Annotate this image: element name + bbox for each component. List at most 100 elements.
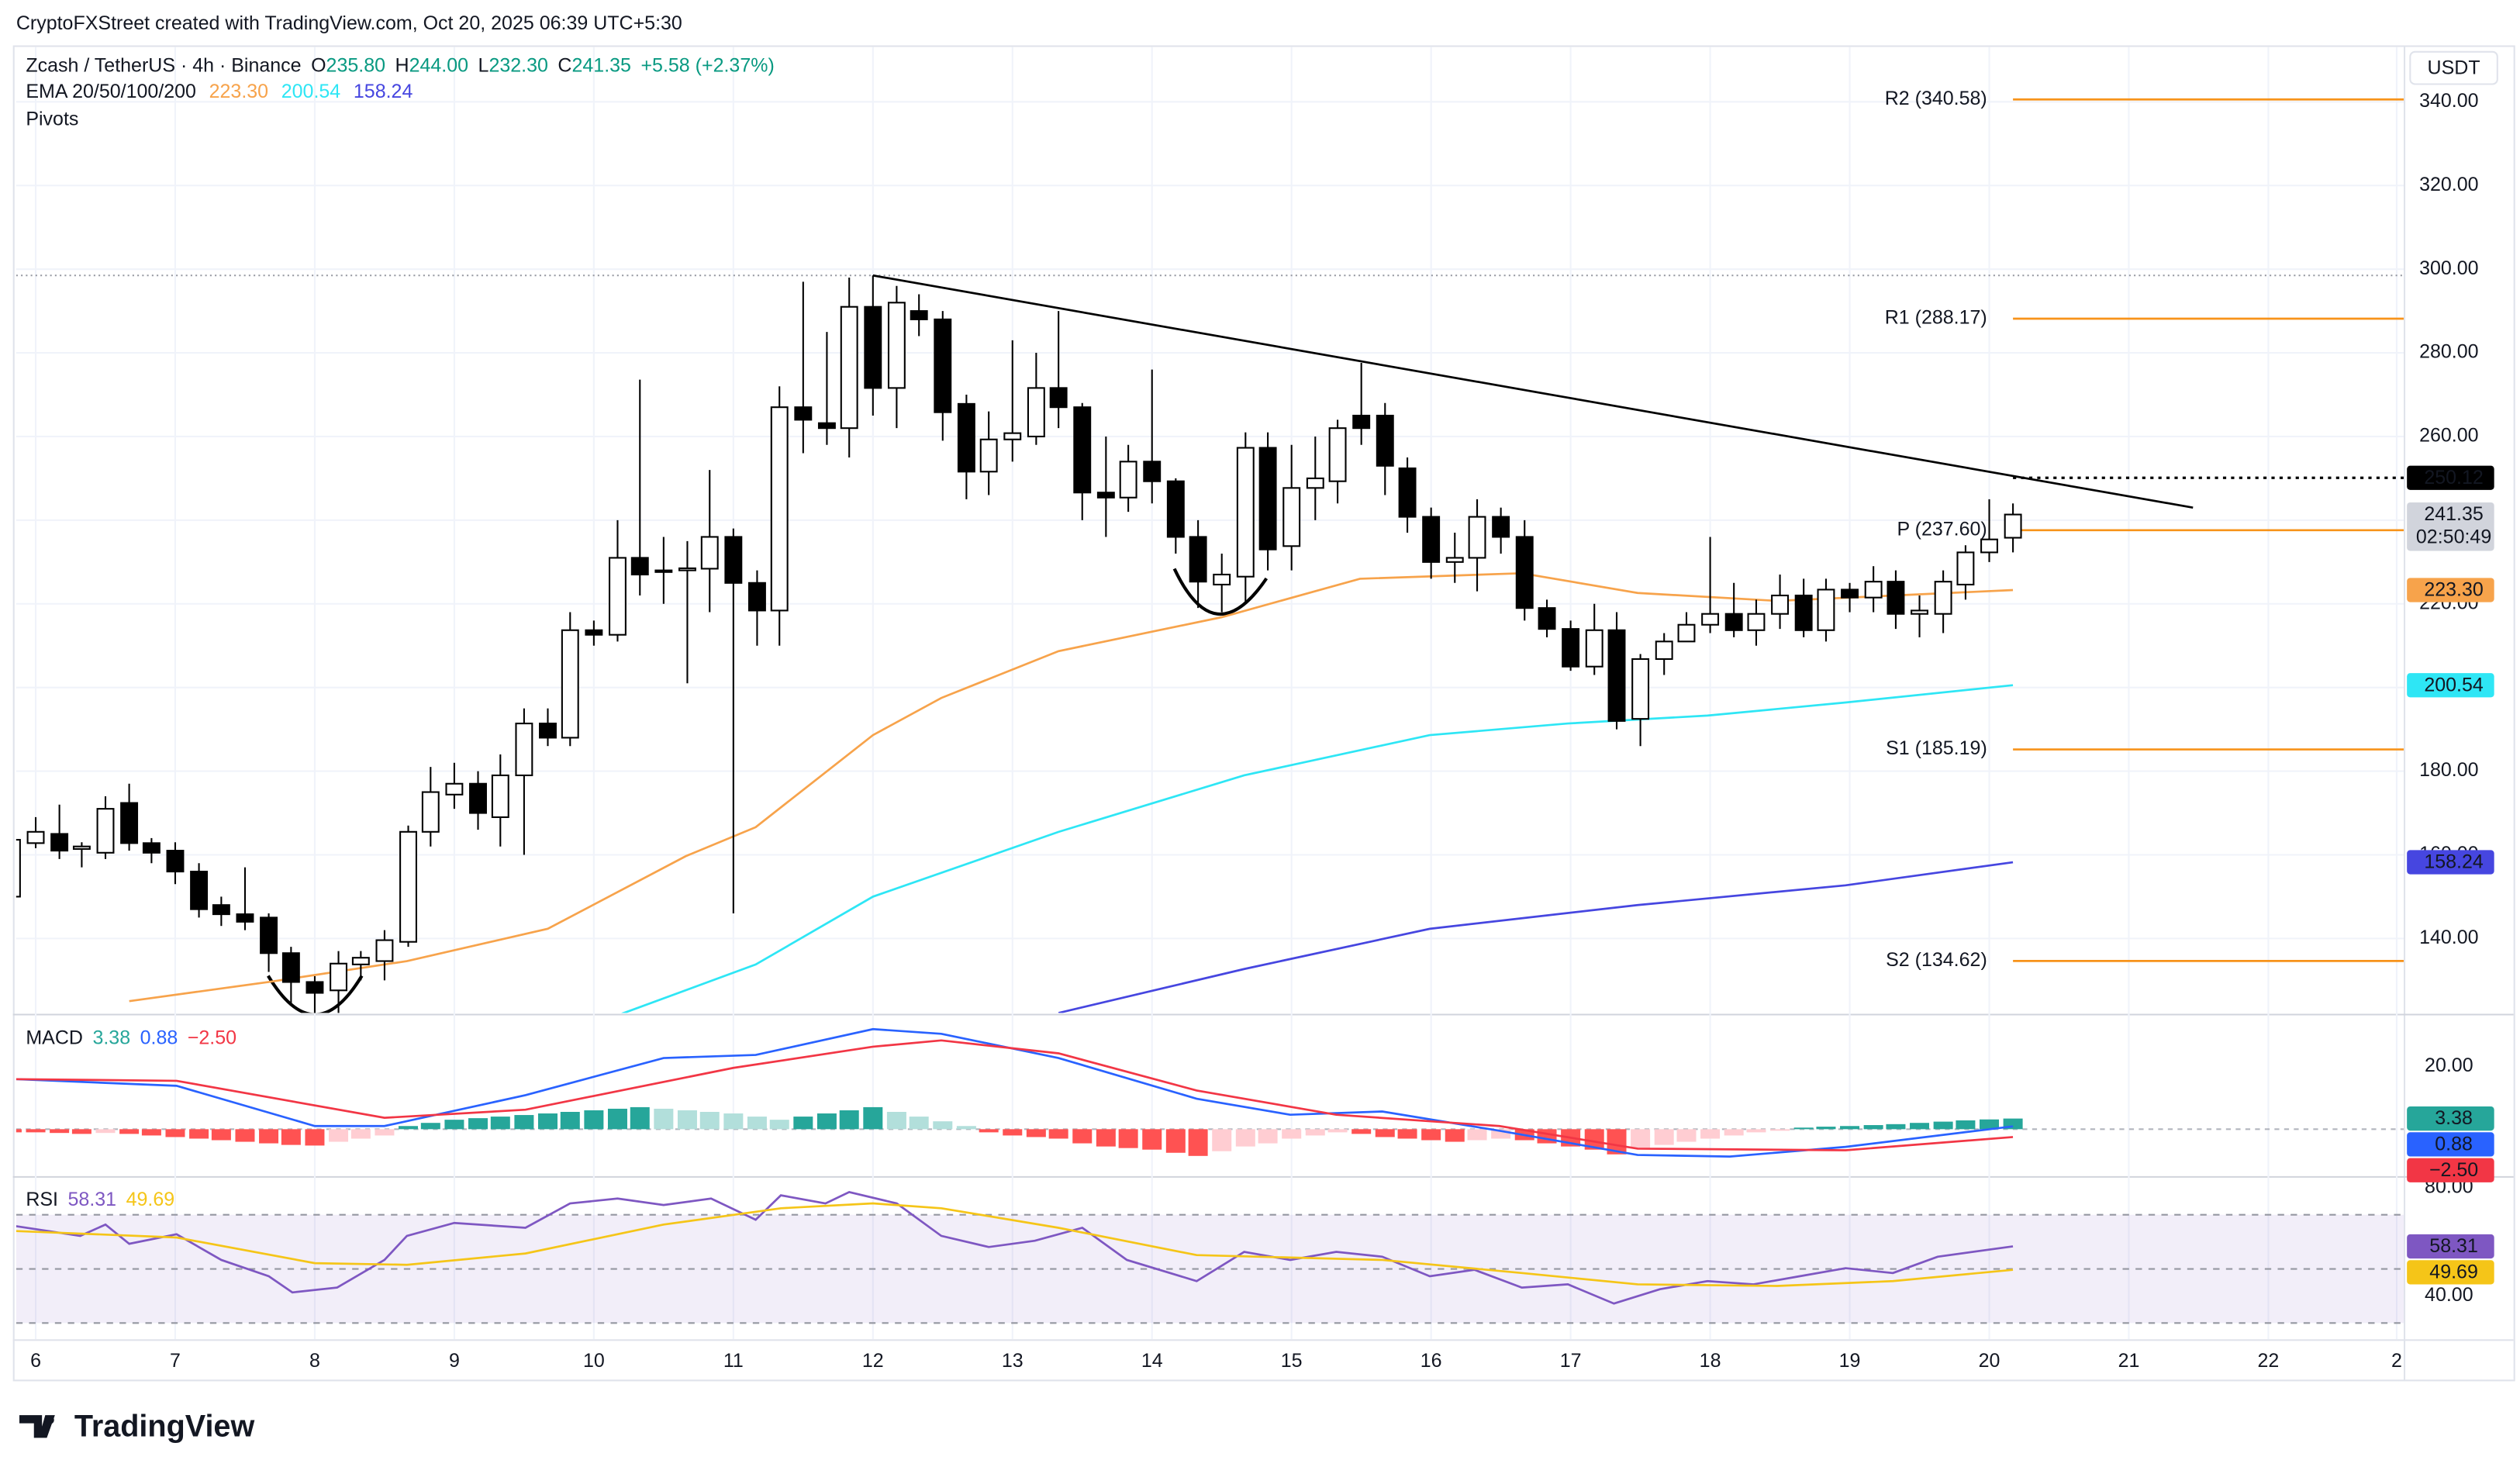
x-tick-label: 17	[1560, 1350, 1582, 1372]
legend: MACD 3.38 0.88 −2.50	[26, 1027, 236, 1048]
price-badge	[2407, 850, 2494, 875]
candle-body	[957, 402, 975, 473]
histogram-bar	[16, 1129, 22, 1133]
candle-body	[747, 582, 766, 612]
price-pane: R2 (340.58) R1 (288.17) P (237.60) S1 (185.…	[16, 88, 2404, 1013]
candle-body	[654, 569, 673, 573]
candle-body	[700, 536, 719, 570]
candle-body	[120, 802, 139, 844]
histogram-bar	[723, 1113, 744, 1130]
price-badge-label: −2.50	[2429, 1159, 2478, 1181]
candle-body	[1352, 414, 1371, 430]
histogram-bar	[468, 1118, 488, 1130]
cup-arc	[267, 975, 364, 1013]
histogram-bar	[1072, 1129, 1093, 1144]
x-tick-label: 15	[1281, 1350, 1303, 1372]
candle-body	[421, 791, 440, 833]
ohlc-key: L	[478, 54, 489, 76]
macd-title: MACD	[26, 1027, 83, 1048]
histogram-bar	[1886, 1124, 1906, 1130]
price-badge-label: 0.88	[2435, 1134, 2473, 1155]
y-tick-label: 180.00	[2419, 759, 2478, 781]
candle-body	[1376, 414, 1394, 467]
pivot-label: S2 (134.62)	[1886, 949, 1987, 971]
trendline	[872, 274, 2194, 509]
legend: Zcash / TetherUS · 4h · Binance O235.80 H2…	[26, 54, 774, 76]
histogram-bar	[839, 1110, 859, 1130]
candle-body	[281, 952, 300, 983]
ohlc-value: 232.30	[488, 54, 547, 76]
candle-body	[934, 318, 952, 413]
histogram-bar	[375, 1129, 395, 1136]
cup-arc	[1172, 568, 1269, 616]
price-badge-countdown: 02:50:49	[2416, 526, 2491, 547]
price-badge	[2407, 673, 2494, 698]
histogram-bar	[281, 1129, 301, 1145]
candle-body	[1515, 536, 1534, 609]
rsi-line	[16, 1191, 2014, 1305]
x-tick-label: 6	[30, 1350, 41, 1372]
candle-body	[724, 536, 743, 584]
change: +5.58 (+2.37%)	[640, 54, 774, 76]
histogram-bar	[1165, 1129, 1186, 1153]
candle-body	[1213, 573, 1231, 585]
candle-body	[236, 913, 254, 923]
candle-body	[96, 808, 115, 854]
histogram-bar	[420, 1123, 440, 1130]
candle-body	[1631, 658, 1650, 720]
price-badge	[2407, 1132, 2494, 1157]
candle-body	[1073, 406, 1092, 494]
currency-box[interactable]	[2409, 50, 2498, 85]
axes: 6789101112131415161718192021222140.00160…	[30, 90, 2494, 1372]
candle-body	[1887, 581, 1905, 615]
candle-body	[1306, 477, 1324, 489]
ohlc-value: 244.00	[409, 54, 468, 76]
histogram-bar	[1305, 1129, 1325, 1136]
pivot-label: R1 (288.17)	[1885, 307, 1987, 329]
x-tick-label: 14	[1141, 1350, 1163, 1372]
price-badge	[2407, 1158, 2494, 1182]
histogram-bar	[305, 1129, 325, 1146]
candle-body	[840, 305, 858, 430]
histogram-bar	[1003, 1129, 1023, 1136]
candle-body	[1096, 492, 1115, 499]
ohlc-key: C	[558, 54, 571, 76]
candle-body	[1189, 536, 1207, 583]
candle-body	[445, 782, 464, 796]
price-badge-label: 200.54	[2424, 674, 2484, 696]
pivot-label: S1 (185.19)	[1886, 737, 1987, 759]
histogram-bar	[1676, 1129, 1697, 1142]
histogram-bar	[1956, 1120, 1976, 1130]
rsi-line	[16, 1202, 2014, 1287]
histogram-bar	[933, 1121, 953, 1130]
histogram-bar	[350, 1129, 371, 1139]
candle-body	[1771, 594, 1790, 615]
candle-body	[609, 557, 627, 636]
candle-body	[1956, 551, 1975, 585]
price-badge	[2407, 1234, 2494, 1259]
x-tick-label: 22	[2258, 1350, 2280, 1372]
histogram-bar	[956, 1126, 976, 1130]
y-tick-label: 280.00	[2419, 341, 2478, 363]
histogram-bar	[1282, 1129, 1302, 1139]
histogram-bar	[1980, 1119, 2000, 1130]
candle-body	[1724, 613, 1743, 631]
legend: EMA 20/50/100/200 223.30 200.54 158.24	[26, 81, 413, 102]
candle-body	[260, 916, 278, 954]
ohlc-key: O	[311, 54, 326, 76]
histogram-bar	[793, 1117, 813, 1130]
ema-line	[1058, 861, 2014, 1013]
histogram-bar	[490, 1117, 510, 1130]
candle-body	[1607, 629, 1626, 722]
candle-body	[351, 957, 370, 965]
histogram-bar	[1863, 1125, 1883, 1130]
histogram-bar	[1654, 1129, 1674, 1145]
ema-value: 200.54	[281, 81, 341, 102]
candle-body	[1119, 461, 1137, 499]
histogram-bar	[1118, 1129, 1138, 1148]
histogram-bar	[537, 1113, 558, 1130]
candle-body	[142, 842, 161, 854]
logo-icon	[19, 1415, 55, 1438]
